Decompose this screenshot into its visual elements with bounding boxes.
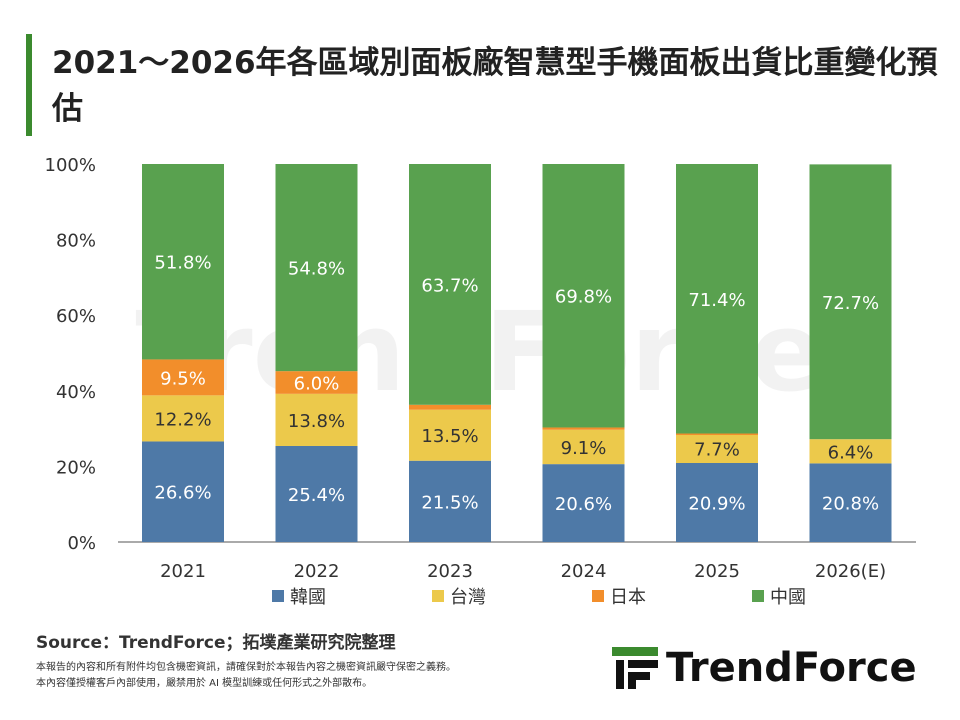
data-label: 9.1% [561,438,607,459]
bar-segment [809,463,892,542]
disclaimer-line-2: 本內容僅授權客戶內部使用，嚴禁用於 AI 模型訓練或任何形式之外部散布。 [36,678,373,689]
bar-segment [409,409,491,461]
data-label: 9.5% [160,368,206,389]
y-tick-label: 60% [56,306,96,327]
data-label: 20.6% [555,494,612,515]
bar-segment [142,164,224,360]
bar-segment [275,393,358,446]
bar-segment [542,427,625,430]
data-label: 13.8% [288,411,345,432]
source-text: Source：TrendForce；拓墣產業研究院整理 [36,633,396,653]
legend-swatch [752,590,764,602]
data-label: 13.5% [421,426,478,447]
data-label: 6.4% [828,442,874,463]
bar-segment [676,164,758,434]
data-label: 71.4% [688,290,745,311]
bar-segment [409,404,491,410]
legend-item: 台灣 [432,583,592,609]
bar-segment [809,164,892,440]
legend-item: 韓國 [272,583,432,609]
data-label: 54.8% [288,259,345,280]
data-label: 26.6% [154,483,211,504]
logo-text: TrendForce [666,645,917,691]
logo-icon [612,647,658,689]
legend-swatch [432,590,444,602]
x-tick-label: 2026(E) [815,561,886,582]
x-tick-label: 2024 [561,561,607,582]
disclaimer-line-1: 本報告的內容和所有附件均包含機密資訊，請確保對於本報告內容之機密資訊嚴守保密之義… [36,662,456,673]
legend-label: 日本 [610,587,646,608]
data-label: 7.7% [694,439,740,460]
legend-swatch [592,590,604,602]
data-label: 51.8% [154,253,211,274]
bar-segment [142,395,224,442]
bar-segment [676,433,758,436]
legend-swatch [272,590,284,602]
legend-item: 中國 [752,583,912,609]
y-tick-label: 80% [56,231,96,252]
data-label: 72.7% [822,293,879,314]
bar-segment [275,371,358,394]
data-label: 63.7% [421,275,478,296]
data-label: 25.4% [288,485,345,506]
bar-segment [275,445,358,542]
bar-segment [676,462,758,542]
bar-segment [542,429,625,465]
data-label: 69.8% [555,287,612,308]
trendforce-logo: TrendForce [612,645,917,691]
x-tick-label: 2021 [160,561,206,582]
y-tick-label: 0% [67,533,96,554]
data-label: 20.8% [822,494,879,515]
data-label: 12.2% [154,409,211,430]
legend-item: 日本 [592,583,752,609]
bar-segment [676,433,758,463]
legend-label: 中國 [770,587,806,608]
x-tick-label: 2022 [294,561,340,582]
data-label: 21.5% [421,492,478,513]
y-tick-label: 100% [45,155,96,176]
bar-segment [409,164,491,405]
legend-label: 韓國 [290,587,326,608]
chart-title: 2021～2026年各區域別面板廠智慧型手機面板出貨比重變化預估 [52,45,938,127]
x-tick-label: 2025 [694,561,740,582]
bar-segment [142,441,224,542]
bar-segment [809,439,892,464]
x-tick-label: 2023 [427,561,473,582]
bar-segment [542,164,625,428]
legend: 韓國 台灣 日本 中國 [272,583,912,609]
y-tick-label: 20% [56,457,96,478]
bar-segment [142,359,224,396]
legend-label: 台灣 [450,587,486,608]
bar-segment [275,164,358,372]
y-tick-label: 40% [56,382,96,403]
title-accent-bar [26,34,32,136]
data-label: 20.9% [688,493,745,514]
data-label: 6.0% [294,373,340,394]
bar-segment [542,464,625,542]
bar-segment [409,460,491,542]
